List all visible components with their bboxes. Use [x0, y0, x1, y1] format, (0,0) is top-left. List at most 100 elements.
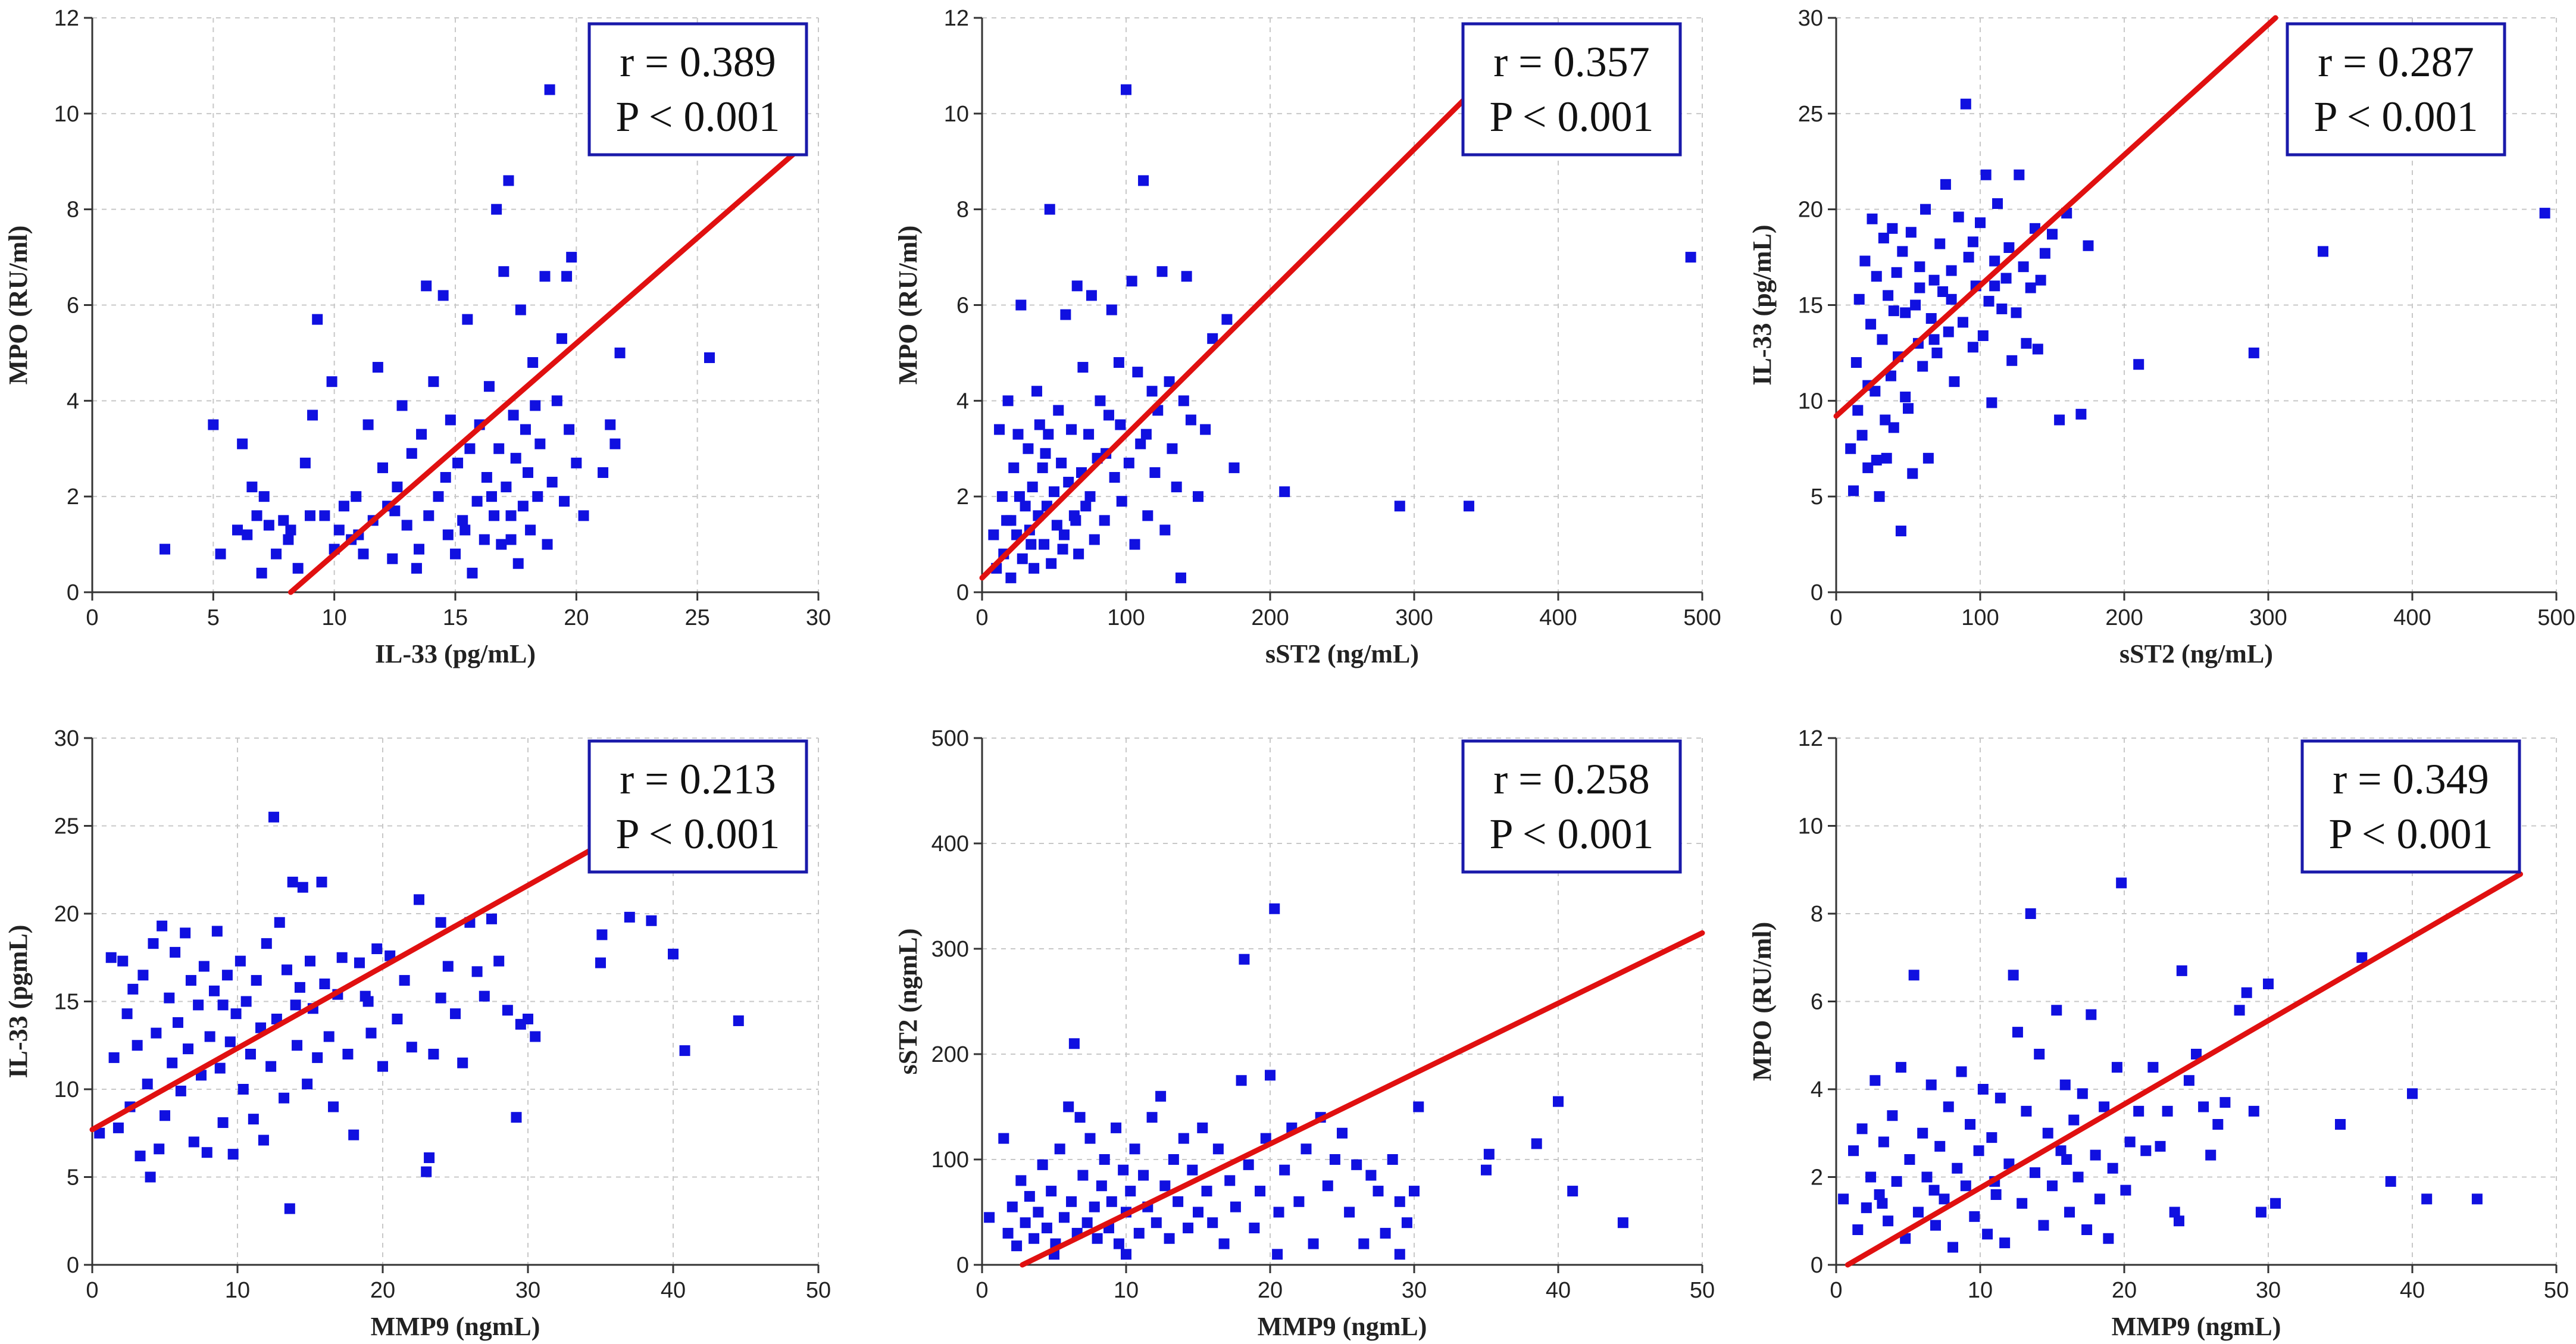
- data-point: [1888, 422, 1899, 433]
- data-point: [1146, 386, 1158, 397]
- data-point: [1164, 376, 1175, 387]
- x-tick-label: 20: [2112, 1278, 2137, 1303]
- regression-line: [287, 144, 805, 595]
- data-point: [2103, 1233, 2114, 1244]
- data-point: [392, 1014, 403, 1024]
- data-point: [559, 496, 570, 507]
- data-point: [1142, 510, 1153, 521]
- data-point: [94, 1127, 105, 1139]
- data-point: [2270, 1198, 2281, 1209]
- data-point: [609, 438, 621, 449]
- data-point: [1838, 1193, 1849, 1205]
- data-point: [411, 562, 422, 574]
- data-point: [1138, 175, 1149, 186]
- data-point: [1218, 1238, 1230, 1249]
- data-point: [512, 558, 524, 569]
- data-point: [1106, 1196, 1117, 1207]
- y-tick-label: 12: [1798, 726, 1823, 751]
- y-axis-label: MPO (RU/ml): [1747, 922, 1777, 1082]
- data-point: [121, 1008, 133, 1020]
- data-point: [1865, 1171, 1877, 1183]
- data-point: [198, 961, 210, 972]
- y-tick-label: 4: [956, 389, 969, 414]
- data-point: [278, 515, 289, 526]
- data-point: [1046, 558, 1057, 569]
- x-tick-label: 20: [370, 1278, 395, 1303]
- x-tick-label: 0: [86, 1278, 98, 1303]
- data-point: [305, 510, 315, 521]
- x-tick-label: 500: [2537, 605, 2575, 630]
- data-point: [1920, 204, 1931, 215]
- data-point: [175, 1085, 186, 1096]
- data-point: [1394, 1196, 1405, 1207]
- data-point: [1135, 438, 1146, 449]
- data-point: [2025, 282, 2036, 293]
- data-point: [435, 992, 446, 1004]
- data-point: [2356, 952, 2368, 963]
- data-point: [307, 410, 318, 421]
- data-point: [1109, 472, 1120, 483]
- data-point: [316, 876, 327, 887]
- y-tick-label: 15: [1798, 293, 1823, 318]
- data-point: [1026, 539, 1037, 550]
- data-point: [2003, 242, 2015, 253]
- data-point: [1074, 1112, 1086, 1123]
- data-point: [1080, 501, 1092, 512]
- data-point: [450, 1008, 461, 1020]
- data-point: [1249, 1223, 1260, 1234]
- data-point: [1236, 1075, 1247, 1086]
- data-point: [1965, 1119, 1976, 1130]
- data-point: [2421, 1193, 2433, 1205]
- data-point: [1095, 395, 1106, 407]
- y-tick-label: 200: [931, 1042, 969, 1067]
- data-point: [571, 457, 582, 468]
- data-point: [1859, 255, 1871, 267]
- data-point: [1989, 255, 2000, 267]
- data-point: [215, 548, 226, 560]
- data-point: [471, 496, 483, 507]
- data-point: [1365, 1170, 1377, 1181]
- data-point: [1937, 286, 1949, 297]
- y-tick-label: 6: [956, 293, 969, 318]
- data-point: [1063, 1101, 1074, 1112]
- data-point: [1221, 314, 1233, 325]
- data-point: [1243, 1159, 1254, 1170]
- data-point: [1058, 1212, 1070, 1223]
- x-tick-label: 0: [1830, 605, 1842, 630]
- data-point: [2099, 1101, 2110, 1112]
- x-tick-label: 15: [443, 605, 468, 630]
- x-tick-label: 30: [515, 1278, 540, 1303]
- data-point: [471, 966, 483, 977]
- data-point: [421, 1166, 432, 1177]
- y-tick-label: 10: [944, 102, 969, 127]
- data-point: [1921, 1171, 1933, 1183]
- correlation-r: r = 0.389: [620, 38, 776, 86]
- data-point: [1531, 1138, 1542, 1149]
- data-point: [1193, 1207, 1203, 1218]
- data-point: [1322, 1180, 1333, 1192]
- data-point: [1308, 1238, 1319, 1249]
- data-point: [1874, 491, 1885, 502]
- data-point: [1956, 1066, 1967, 1077]
- data-point: [1185, 414, 1196, 426]
- data-point: [1092, 1233, 1103, 1244]
- data-point: [2248, 347, 2259, 358]
- data-point: [2047, 1180, 2058, 1192]
- x-tick-label: 500: [1683, 605, 1721, 630]
- data-point: [1260, 1133, 1271, 1144]
- data-point: [1084, 491, 1096, 502]
- data-point: [338, 501, 349, 512]
- data-point: [486, 913, 497, 924]
- data-point: [1149, 467, 1161, 478]
- data-point: [1351, 1159, 1362, 1170]
- data-point: [258, 1134, 269, 1146]
- data-point: [112, 1122, 124, 1133]
- x-tick-label: 40: [2400, 1278, 2425, 1303]
- data-point: [242, 529, 253, 540]
- data-point: [1931, 347, 1943, 358]
- data-point: [479, 534, 490, 545]
- data-point: [646, 915, 657, 926]
- y-tick-label: 25: [54, 814, 79, 839]
- data-point: [1925, 1079, 1937, 1090]
